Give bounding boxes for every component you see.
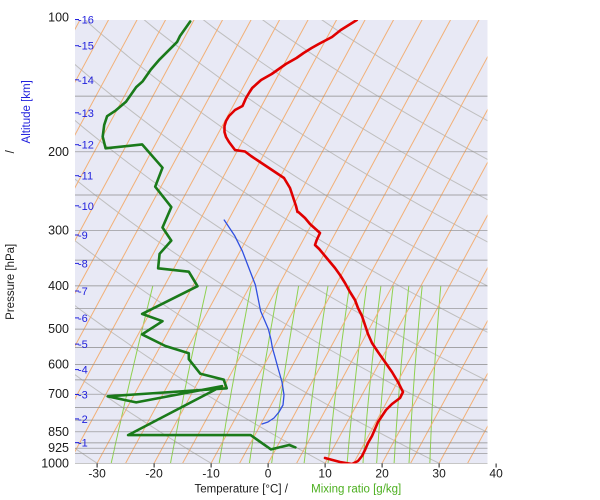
svg-text:-30: -30 <box>88 467 106 481</box>
svg-text:30: 30 <box>432 467 446 481</box>
svg-text:Altitude [km]: Altitude [km] <box>21 80 33 143</box>
svg-text:-2: -2 <box>78 414 88 426</box>
svg-text:-10: -10 <box>78 201 94 213</box>
svg-text:Mixing ratio [g/kg]: Mixing ratio [g/kg] <box>311 484 401 496</box>
svg-text:/: / <box>5 149 17 153</box>
svg-text:925: 925 <box>48 441 69 455</box>
svg-text:-9: -9 <box>78 230 88 242</box>
svg-text:0: 0 <box>265 467 272 481</box>
svg-text:-12: -12 <box>78 140 94 152</box>
svg-text:40: 40 <box>489 467 503 481</box>
svg-text:300: 300 <box>48 223 69 237</box>
svg-text:20: 20 <box>375 467 389 481</box>
svg-text:Temperature [°C] /: Temperature [°C] / <box>194 484 288 496</box>
svg-text:-1: -1 <box>78 438 88 450</box>
svg-text:-3: -3 <box>78 390 88 402</box>
svg-text:500: 500 <box>48 322 69 336</box>
svg-text:-13: -13 <box>78 108 94 120</box>
svg-text:Pressure [hPa]: Pressure [hPa] <box>5 244 17 320</box>
svg-text:-15: -15 <box>78 41 94 53</box>
svg-text:200: 200 <box>48 145 69 159</box>
svg-text:600: 600 <box>48 357 69 371</box>
svg-text:1000: 1000 <box>41 456 69 470</box>
svg-text:10: 10 <box>318 467 332 481</box>
svg-text:-7: -7 <box>78 286 88 298</box>
svg-text:-5: -5 <box>78 339 88 351</box>
svg-text:-16: -16 <box>78 15 94 27</box>
svg-text:850: 850 <box>48 425 69 439</box>
svg-text:-14: -14 <box>78 75 94 87</box>
svg-text:-8: -8 <box>78 258 88 270</box>
svg-text:-10: -10 <box>202 467 220 481</box>
svg-text:-20: -20 <box>145 467 163 481</box>
svg-text:-4: -4 <box>78 365 88 377</box>
svg-text:-6: -6 <box>78 313 88 325</box>
svg-text:400: 400 <box>48 279 69 293</box>
svg-text:700: 700 <box>48 387 69 401</box>
svg-text:-11: -11 <box>78 171 93 183</box>
svg-text:100: 100 <box>48 11 69 25</box>
